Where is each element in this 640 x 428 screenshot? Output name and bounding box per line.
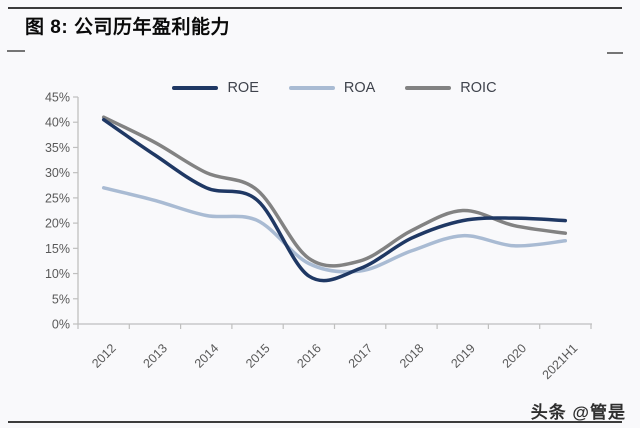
- x-tick-label: 2014: [192, 341, 222, 371]
- legend-label-roe: ROE: [227, 80, 259, 96]
- legend-item-roa: ROA: [288, 80, 376, 96]
- y-tick-label: 0%: [52, 318, 70, 332]
- y-tick-label: 30%: [45, 166, 70, 180]
- y-tick-label: 20%: [45, 217, 70, 231]
- watermark: 头条 @管是: [530, 403, 626, 422]
- x-tick-label: 2019: [448, 341, 478, 371]
- x-tick-label: 2021H1: [540, 341, 581, 382]
- y-tick-label: 35%: [45, 141, 70, 155]
- left-border-dash: [7, 50, 25, 52]
- figure-title: 图 8: 公司历年盈利能力: [25, 17, 230, 38]
- bottom-rule: [8, 421, 622, 423]
- roa-line-swatch: [288, 86, 335, 90]
- x-tick-label: 2017: [346, 341, 376, 371]
- roic-line-swatch: [405, 86, 452, 90]
- legend-item-roic: ROIC: [405, 80, 497, 96]
- legend-label-roic: ROIC: [460, 80, 497, 96]
- top-rule: [8, 7, 622, 9]
- legend-label-roa: ROA: [343, 80, 376, 96]
- x-tick-label: 2016: [294, 341, 324, 371]
- x-tick-label: 2013: [141, 341, 171, 371]
- y-tick-label: 15%: [45, 242, 70, 256]
- y-tick-label: 5%: [52, 292, 70, 306]
- y-tick-label: 10%: [45, 267, 70, 281]
- x-tick-label: 2018: [397, 341, 427, 371]
- y-tick-label: 25%: [45, 191, 70, 205]
- y-tick-label: 40%: [45, 116, 70, 130]
- x-tick-label: 2012: [89, 341, 119, 371]
- x-tick-label: 2015: [243, 341, 273, 371]
- right-border-dash: [607, 52, 623, 54]
- chart-legend: ROE ROA ROIC: [78, 78, 591, 98]
- roe-line: [101, 117, 568, 283]
- legend-item-roe: ROE: [172, 80, 259, 96]
- roic-line: [101, 115, 568, 268]
- y-tick-label: 45%: [45, 91, 70, 105]
- x-tick-label: 2020: [500, 341, 530, 371]
- roa-line: [101, 186, 568, 274]
- roe-line-swatch: [172, 86, 219, 90]
